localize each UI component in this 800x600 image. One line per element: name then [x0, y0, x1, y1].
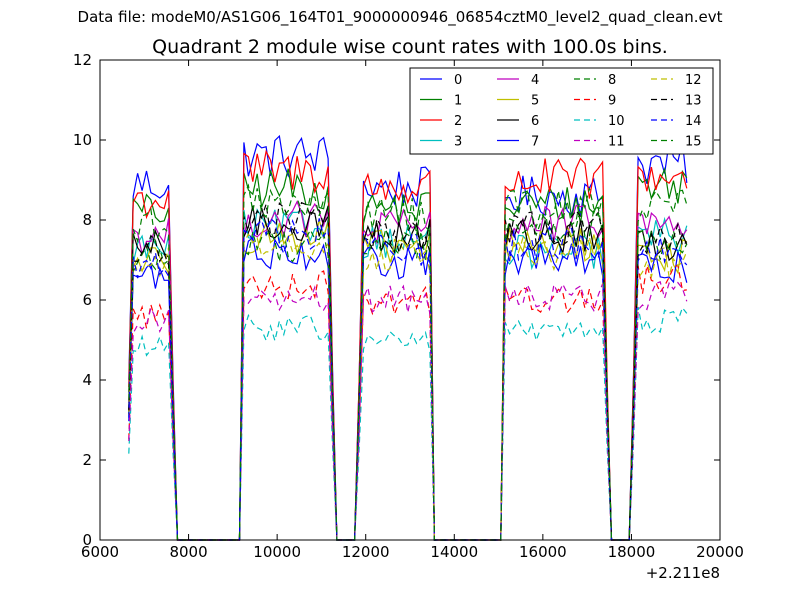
chart-title: Quadrant 2 module wise count rates with …: [152, 36, 668, 58]
x-tick-label: 16000: [519, 543, 567, 561]
x-tick-label: 6000: [81, 543, 119, 561]
figure-supertitle: Data file: modeM0/AS1G06_164T01_90000009…: [77, 8, 723, 26]
legend-label-9: 9: [608, 94, 616, 109]
legend-label-7: 7: [531, 135, 539, 150]
x-tick-label: 14000: [430, 543, 478, 561]
legend-label-8: 8: [608, 73, 616, 88]
y-tick-label: 4: [82, 371, 92, 389]
series-line-12: [128, 232, 688, 541]
series-line-14: [128, 217, 688, 541]
legend-label-6: 6: [531, 114, 539, 129]
legend-label-15: 15: [685, 135, 702, 150]
x-axis-offset-label: +2.211e8: [646, 564, 720, 582]
y-tick-label: 6: [82, 291, 92, 309]
y-tick-label: 12: [73, 51, 92, 69]
legend-frame: [409, 67, 714, 155]
plot-area: [128, 134, 688, 541]
series-line-11: [128, 281, 688, 541]
legend-label-5: 5: [531, 94, 539, 109]
x-tick-label: 8000: [169, 543, 207, 561]
series-line-10: [128, 306, 688, 541]
legend-label-11: 11: [608, 135, 625, 150]
legend-label-0: 0: [454, 73, 462, 88]
y-tick-label: 8: [82, 211, 92, 229]
y-tick-label: 10: [73, 131, 92, 149]
legend-label-14: 14: [685, 114, 702, 129]
series-line-13: [128, 201, 688, 541]
legend-label-3: 3: [454, 135, 462, 150]
x-tick-label: 20000: [696, 543, 744, 561]
x-tick-label: 10000: [253, 543, 301, 561]
x-tick-label: 12000: [342, 543, 390, 561]
legend-label-4: 4: [531, 73, 539, 88]
legend-label-10: 10: [608, 114, 625, 129]
x-axis: 6000 8000 10000 12000 14000 16000 18000 20000: [81, 60, 744, 561]
legend-label-2: 2: [454, 114, 462, 129]
legend-label-12: 12: [685, 73, 702, 88]
series-line-2: [128, 149, 688, 541]
legend-label-13: 13: [685, 94, 702, 109]
series-line-15: [128, 183, 688, 541]
y-tick-label: 2: [82, 451, 92, 469]
legend-label-1: 1: [454, 94, 462, 109]
x-tick-label: 18000: [608, 543, 656, 561]
y-tick-label: 0: [82, 531, 92, 549]
